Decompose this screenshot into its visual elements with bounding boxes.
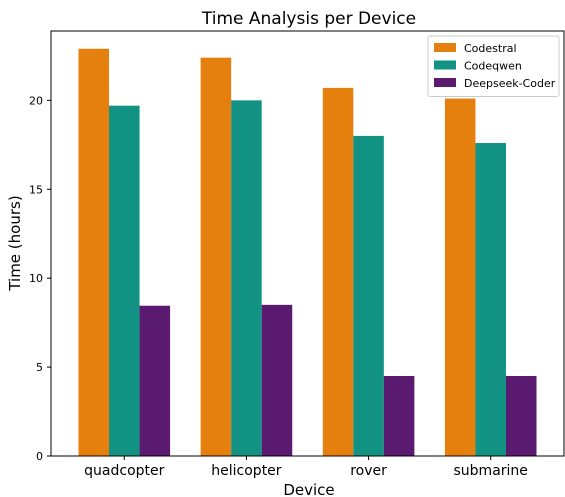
bar-codeqwen-rover [353,135,384,456]
x-tick-label-helicopter: helicopter [211,463,282,479]
x-axis-label: Device [283,481,334,497]
y-tick-label: 15 [29,183,43,196]
bar-deepseek-coder-quadcopter [139,305,171,456]
legend-label-deepseek-coder: Deepseek-Coder [464,77,556,90]
y-axis-ticks: 0 5 10 15 20 [29,94,51,463]
plot-frame [50,30,565,457]
bar-codestral-submarine [444,98,476,457]
bar-deepseek-coder-helicopter [261,304,293,456]
legend-swatch-codeqwen [434,60,456,70]
x-tick-label-submarine: submarine [454,463,528,479]
legend: Codestral Codeqwen Deepseek-Coder [427,35,560,97]
chart-title: Time Analysis per Device [201,9,416,29]
y-tick-label: 0 [36,450,43,463]
legend-label-codeqwen: Codeqwen [464,60,522,73]
bar-codeqwen-submarine [475,143,506,456]
legend-swatch-deepseek-coder [434,78,456,87]
bar-deepseek-coder-rover [383,375,415,456]
bar-codeqwen-quadcopter [109,105,140,457]
bars-group [78,48,537,457]
y-tick-label: 10 [29,272,43,285]
y-axis-label: Time (hours) [6,195,24,291]
x-axis-ticks: quadcopter helicopter rover submarine [84,456,528,479]
bar-codeqwen-helicopter [231,100,262,456]
y-tick-label: 20 [29,94,43,107]
x-tick-label-quadcopter: quadcopter [84,463,164,479]
y-tick-label: 5 [36,361,43,374]
bar-codestral-helicopter [200,57,232,456]
legend-swatch-codestral [434,43,456,52]
x-tick-label-rover: rover [350,463,387,479]
bar-deepseek-coder-submarine [505,375,537,456]
legend-label-codestral: Codestral [464,42,517,55]
legend-box [427,35,560,97]
bar-codestral-quadcopter [78,48,110,457]
bar-codestral-rover [322,87,354,457]
